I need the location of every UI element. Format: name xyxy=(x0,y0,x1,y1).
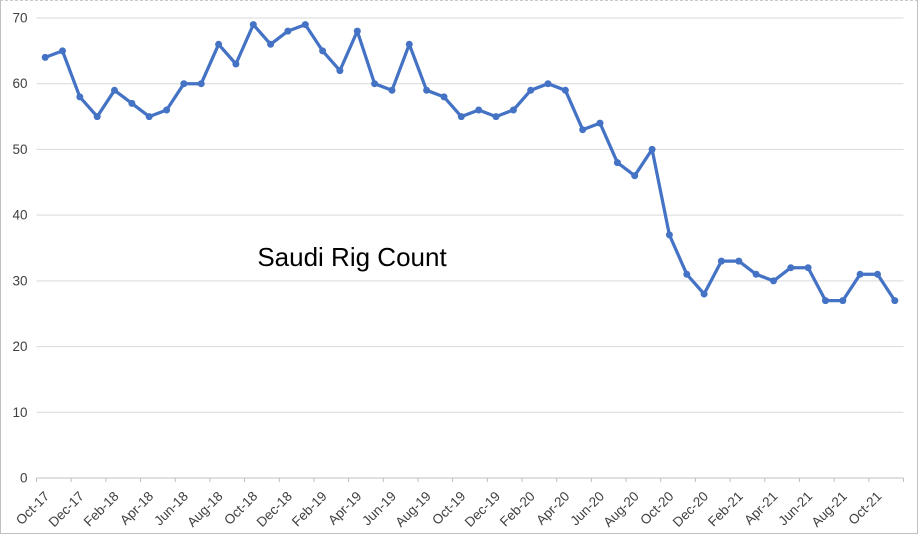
data-point xyxy=(336,67,344,75)
data-point xyxy=(319,47,327,55)
x-tick-label: Aug-21 xyxy=(809,489,850,530)
data-point xyxy=(145,113,153,121)
data-point xyxy=(492,113,500,121)
x-tick-label: Jun-20 xyxy=(567,489,607,529)
x-tick-label: Apr-21 xyxy=(741,489,780,528)
chart-title: Saudi Rig Count xyxy=(257,242,447,272)
x-tick-label: Aug-20 xyxy=(600,489,641,530)
data-point xyxy=(665,231,673,239)
axis-labels: 010203040506070Oct-17Dec-17Feb-18Apr-18J… xyxy=(12,11,884,530)
data-point xyxy=(700,290,708,298)
data-point xyxy=(891,297,899,305)
x-tick-label: Dec-18 xyxy=(254,489,295,530)
data-point xyxy=(770,277,777,285)
data-point xyxy=(752,270,760,278)
x-tick-label: Oct-21 xyxy=(845,489,884,528)
data-point xyxy=(787,264,795,272)
data-point xyxy=(527,86,535,94)
y-tick-label: 0 xyxy=(20,471,28,486)
y-tick-label: 60 xyxy=(12,76,27,91)
data-point xyxy=(353,27,361,35)
data-point xyxy=(41,53,49,61)
y-tick-label: 10 xyxy=(12,405,27,420)
data-point xyxy=(371,80,379,88)
data-point xyxy=(111,86,118,94)
series-line xyxy=(43,22,897,303)
data-point xyxy=(163,106,171,114)
data-point xyxy=(509,106,517,114)
data-point xyxy=(874,270,881,278)
gridlines xyxy=(36,17,904,413)
data-point xyxy=(613,159,621,167)
y-tick-label: 50 xyxy=(12,142,27,157)
x-tick-label: Oct-17 xyxy=(13,489,52,528)
data-point xyxy=(596,119,604,127)
data-point xyxy=(405,40,413,48)
x-tick-label: Dec-19 xyxy=(462,489,503,530)
x-tick-label: Aug-18 xyxy=(184,489,225,530)
data-point xyxy=(180,80,188,88)
data-point xyxy=(457,113,465,121)
x-tick-label: Apr-18 xyxy=(117,489,156,528)
x-tick-label: Feb-20 xyxy=(497,489,538,530)
data-point xyxy=(423,86,431,94)
data-point xyxy=(249,21,257,29)
x-tick-label: Feb-19 xyxy=(289,489,330,530)
series-saudi-rig-count xyxy=(41,21,899,305)
data-point xyxy=(284,27,292,35)
y-tick-label: 70 xyxy=(12,11,27,26)
y-tick-label: 30 xyxy=(12,273,27,288)
data-point xyxy=(544,80,552,88)
x-tick-label: Dec-17 xyxy=(46,489,87,530)
data-point xyxy=(215,40,223,48)
data-point xyxy=(93,113,101,121)
data-point xyxy=(475,106,483,114)
data-point xyxy=(631,172,639,180)
data-point xyxy=(301,21,309,29)
x-tick-label: Dec-20 xyxy=(670,489,711,530)
x-tick-label: Aug-19 xyxy=(392,489,433,530)
x-tick-label: Feb-21 xyxy=(705,489,746,530)
data-point xyxy=(822,297,829,305)
x-tick-label: Jun-21 xyxy=(775,489,815,529)
x-tick-label: Apr-19 xyxy=(325,489,364,528)
data-point xyxy=(735,257,743,265)
x-tick-label: Jun-19 xyxy=(359,489,399,529)
data-point xyxy=(128,99,136,107)
x-tick-label: Feb-18 xyxy=(81,489,122,530)
data-point xyxy=(197,80,205,88)
data-point xyxy=(648,145,656,153)
data-point xyxy=(232,60,240,68)
x-tick-label: Jun-18 xyxy=(151,489,191,529)
data-point xyxy=(59,47,66,55)
data-point xyxy=(440,93,448,101)
data-point xyxy=(683,270,691,278)
data-point xyxy=(267,40,275,48)
data-point xyxy=(561,86,569,94)
data-point xyxy=(388,86,396,94)
data-point xyxy=(839,297,847,305)
y-tick-label: 40 xyxy=(12,208,27,223)
data-point xyxy=(717,257,725,265)
x-tick-label: Oct-18 xyxy=(221,489,260,528)
y-tick-label: 20 xyxy=(12,339,27,354)
data-point xyxy=(856,270,864,278)
data-point xyxy=(76,93,84,101)
x-tick-label: Apr-20 xyxy=(533,489,572,528)
axes xyxy=(36,477,904,482)
x-tick-label: Oct-19 xyxy=(429,489,468,528)
x-tick-label: Oct-20 xyxy=(637,489,676,528)
data-point xyxy=(579,126,587,134)
data-point xyxy=(804,264,812,272)
